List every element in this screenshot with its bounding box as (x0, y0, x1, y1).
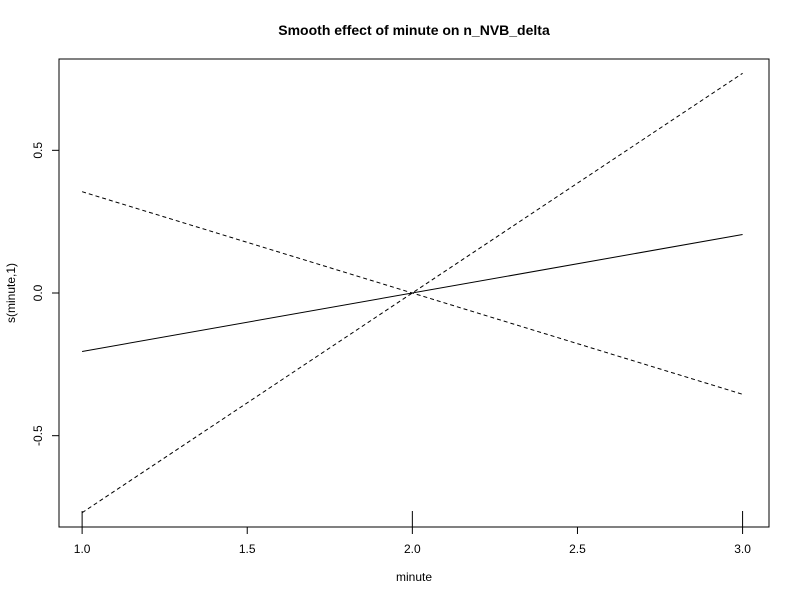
y-tick-label: 0.5 (31, 142, 45, 159)
chart-title: Smooth effect of minute on n_NVB_delta (278, 22, 550, 38)
y-tick-label: -0.5 (31, 425, 45, 446)
x-tick-label: 2.0 (404, 542, 421, 556)
x-axis-label: minute (396, 570, 432, 584)
x-tick-label: 3.0 (734, 542, 751, 556)
x-tick-label: 1.0 (74, 542, 91, 556)
y-axis-label: s(minute,1) (4, 263, 18, 323)
y-tick-label: 0.0 (31, 284, 45, 301)
x-tick-label: 1.5 (239, 542, 256, 556)
series-group (81, 72, 743, 514)
confidence-band-line (81, 191, 743, 395)
x-tick-label: 2.5 (569, 542, 586, 556)
x-axis: 1.0 1.5 2.0 2.5 3.0 (74, 526, 751, 556)
y-axis: -0.5 0.0 0.5 (31, 142, 60, 446)
confidence-band-line (81, 72, 743, 514)
rug (81, 511, 744, 527)
